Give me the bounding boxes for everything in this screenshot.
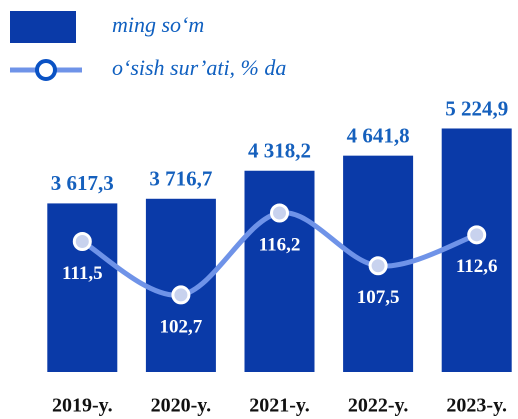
bar (145, 198, 216, 372)
legend-marker (35, 59, 57, 81)
bar-value-label: 5 224,9 (445, 96, 508, 120)
legend-swatch (10, 11, 76, 43)
bar-value-label: 4 318,2 (248, 139, 311, 163)
line-value-label: 112,6 (456, 256, 498, 277)
line-marker (171, 285, 191, 305)
x-tick-label: 2021-y. (249, 395, 310, 417)
x-tick-label: 2019-y. (52, 395, 113, 417)
bar-value-label: 4 641,8 (347, 123, 410, 147)
bar (47, 203, 118, 372)
bar (244, 170, 315, 372)
line-marker (270, 203, 289, 223)
line-value-label: 116,2 (259, 234, 301, 255)
legend-label: o‘sish sur’ati, % da (112, 55, 286, 80)
bar-value-label: 3 716,7 (149, 167, 212, 191)
x-tick-label: 2023-y. (446, 395, 507, 417)
line-marker (368, 256, 388, 276)
line-value-label: 111,5 (62, 263, 103, 284)
x-tick-label: 2022-y. (348, 395, 409, 417)
line-value-label: 107,5 (357, 287, 400, 308)
x-tick-label: 2020-y. (151, 395, 212, 417)
line-value-label: 102,7 (160, 316, 203, 337)
bar (441, 128, 512, 372)
bar-value-label: 3 617,3 (51, 171, 114, 195)
line-marker (467, 225, 487, 245)
legend-label: ming so‘m (112, 12, 204, 37)
line-marker (72, 232, 92, 251)
